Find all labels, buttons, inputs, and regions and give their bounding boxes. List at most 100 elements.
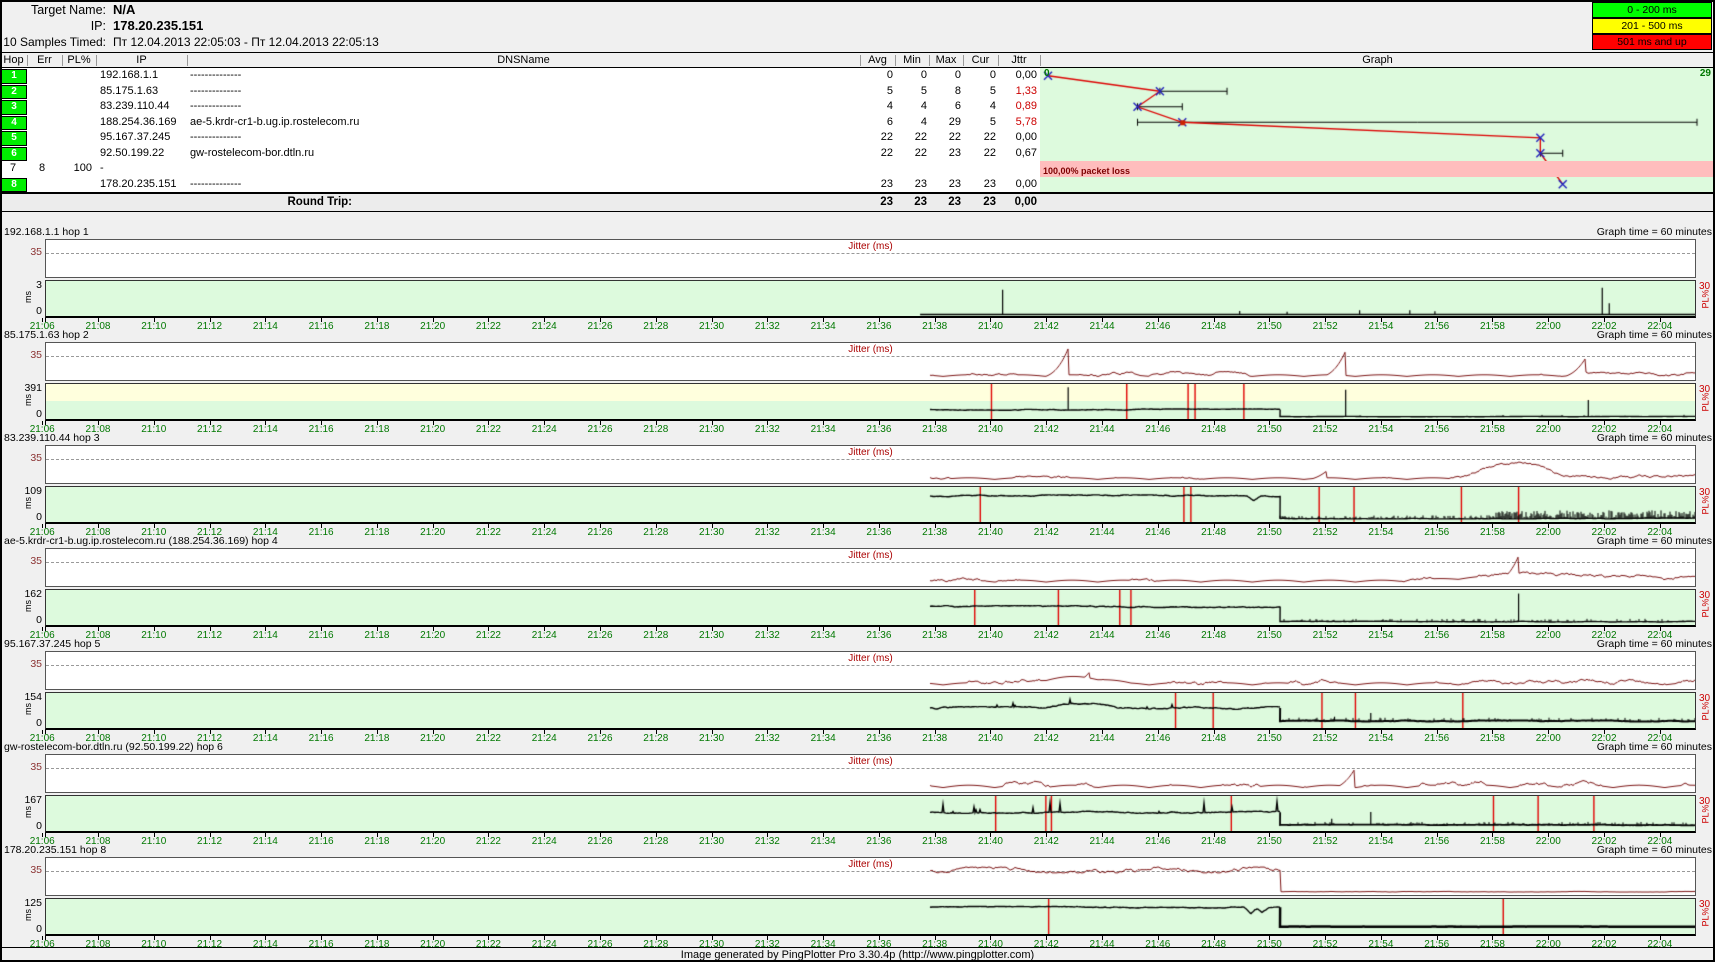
time-tick (376, 730, 378, 734)
table-header: Hop Err PL% IP DNSName Avg Min Max Cur Jttr Graph (0, 52, 1715, 68)
time-tick-label: 21:54 (1368, 321, 1394, 332)
time-tick (544, 936, 546, 940)
time-tick-label: 21:44 (1089, 836, 1115, 847)
time-tick (655, 936, 657, 940)
time-tick-label: 21:28 (643, 836, 669, 847)
time-tick (934, 936, 936, 940)
cur-value: 5 (989, 84, 996, 97)
time-tick-label: 21:20 (420, 321, 446, 332)
hop-number-badge: 6 (1, 146, 27, 161)
graph-time-label: Graph time = 60 minutes (1596, 535, 1712, 547)
time-tick-label: 21:24 (531, 939, 557, 950)
time-tick (990, 421, 992, 425)
time-tick (321, 318, 323, 322)
time-tick (42, 730, 44, 734)
time-tick (990, 627, 992, 631)
time-tick (1436, 833, 1438, 837)
time-tick (209, 627, 211, 631)
time-tick-label: 21:32 (754, 939, 780, 950)
jttr-value: 0,00 (1015, 131, 1037, 143)
time-tick-label: 21:22 (475, 939, 501, 950)
column-separator (998, 55, 999, 66)
time-tick (1548, 833, 1550, 837)
latency-scale-zero: 0 (36, 717, 42, 729)
time-axis: 21:06 21:08 21:10 21:12 21:14 21:16 21:18 21:20… (0, 627, 1715, 641)
time-tick-label: 21:14 (252, 836, 278, 847)
avg-value: 6 (886, 115, 893, 128)
graph-time-label: Graph time = 60 minutes (1596, 638, 1712, 650)
jitter-axis-label: Jitter (ms) (848, 756, 893, 767)
hop-ip: 192.168.1.1 (100, 69, 159, 81)
time-tick-label: 22:02 (1591, 630, 1617, 641)
time-tick-label: 21:48 (1201, 836, 1227, 847)
jitter-trace-canvas (46, 858, 1695, 895)
time-tick (1492, 730, 1494, 734)
time-tick-label: 21:36 (866, 424, 892, 435)
column-header-min: Min (903, 54, 921, 66)
legend-item: 0 - 200 ms (1592, 2, 1712, 18)
time-tick (1548, 936, 1550, 940)
min-value: 22 (914, 131, 927, 143)
time-tick (1380, 318, 1382, 322)
latency-trace-canvas (46, 899, 1695, 934)
time-tick-label: 21:26 (587, 836, 613, 847)
time-tick-label: 21:42 (1033, 321, 1059, 332)
latency-strip (45, 589, 1696, 627)
time-tick (488, 318, 490, 322)
time-tick-label: 21:48 (1201, 527, 1227, 538)
time-tick (321, 730, 323, 734)
time-axis-origin-tick (45, 524, 46, 528)
max-value: 6 (954, 100, 961, 112)
time-tick (488, 421, 490, 425)
time-tick-label: 21:06 (29, 939, 55, 950)
time-tick (711, 730, 713, 734)
time-tick (934, 524, 936, 528)
time-tick-label: 21:44 (1089, 733, 1115, 744)
time-tick-label: 21:52 (1312, 527, 1338, 538)
time-tick-label: 21:34 (810, 424, 836, 435)
time-tick-label: 21:08 (85, 424, 111, 435)
time-tick (1659, 936, 1661, 940)
roundtrip-min: 23 (914, 196, 927, 208)
time-tick (153, 936, 155, 940)
time-tick-label: 21:32 (754, 630, 780, 641)
time-tick-label: 21:12 (197, 939, 223, 950)
latency-trace-canvas (46, 590, 1695, 625)
time-tick-label: 21:56 (1424, 527, 1450, 538)
target-name-value: N/A (113, 2, 136, 17)
time-tick (1604, 730, 1606, 734)
hop-number-badge: 3 (1, 100, 27, 115)
ms-unit-label: ms (23, 394, 33, 406)
time-tick-label: 21:50 (1256, 527, 1282, 538)
hop-row: 4 188.254.36.169 ae-5.krdr-cr1-b.ug.ip.ros… (0, 115, 1040, 130)
hop-ip: 188.254.36.169 (100, 115, 177, 128)
time-tick-label: 21:26 (587, 424, 613, 435)
time-tick (376, 936, 378, 940)
column-header-ip: IP (136, 54, 147, 66)
min-value: 0 (920, 69, 927, 81)
latency-scale-max: 167 (24, 794, 42, 806)
time-tick (488, 936, 490, 940)
max-value: 8 (954, 84, 961, 97)
hop-timeline-section: 83.239.110.44 hop 3 Graph time = 60 minu… (0, 432, 1715, 538)
roundtrip-avg: 23 (880, 196, 893, 208)
time-tick-label: 21:30 (699, 630, 725, 641)
time-tick-label: 21:50 (1256, 321, 1282, 332)
time-tick (600, 833, 601, 837)
time-tick-label: 22:00 (1535, 836, 1561, 847)
time-tick (1659, 524, 1661, 528)
jitter-scale-max: 35 (30, 246, 42, 258)
time-tick-label: 21:08 (85, 733, 111, 744)
time-tick-label: 21:06 (29, 321, 55, 332)
column-separator (62, 55, 63, 66)
ms-unit-label: ms (23, 600, 33, 612)
time-tick-label: 21:22 (475, 424, 501, 435)
time-tick (711, 627, 713, 631)
hop-ip: 95.167.37.245 (100, 131, 171, 143)
time-tick (544, 421, 546, 425)
time-tick (934, 730, 936, 734)
packetloss-scale-max: 30 (1699, 384, 1711, 395)
time-tick-label: 22:04 (1647, 836, 1673, 847)
time-tick (1325, 730, 1327, 734)
time-tick (42, 833, 44, 837)
